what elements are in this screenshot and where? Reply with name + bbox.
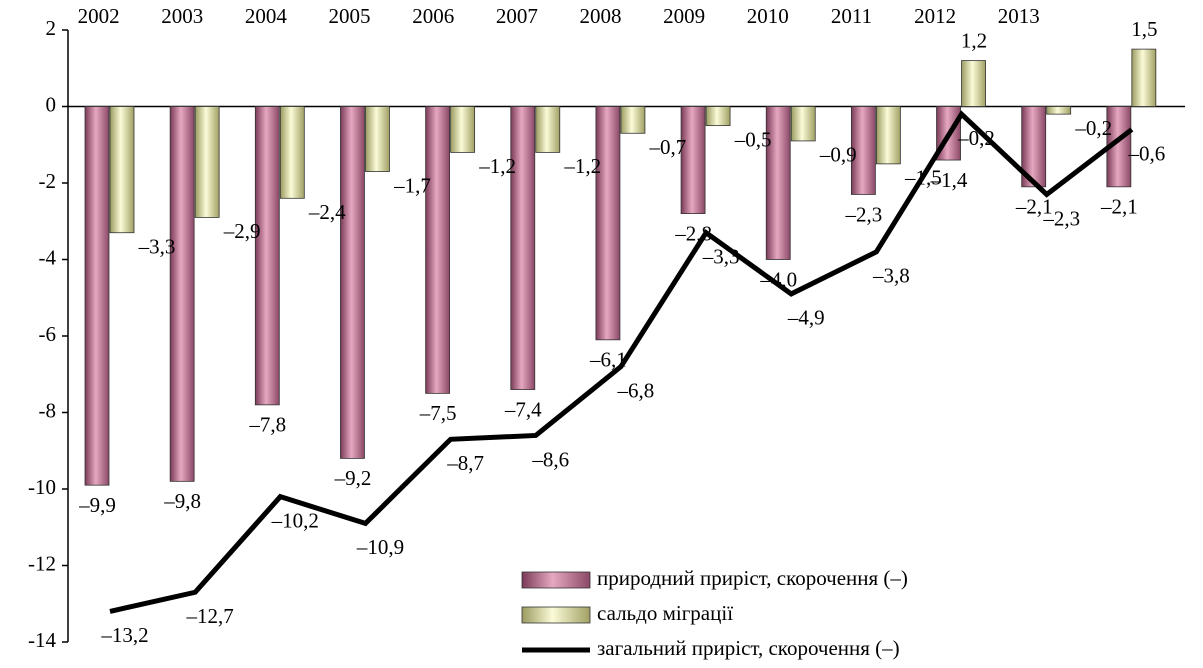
x-tick-label: 2009 (663, 4, 705, 28)
data-label: –3,3 (702, 245, 740, 269)
bar (705, 106, 731, 127)
data-label: –8,6 (531, 447, 569, 471)
bar (425, 106, 451, 394)
bar (1046, 106, 1072, 115)
bar (765, 106, 791, 260)
x-tick-label: 2004 (245, 4, 288, 28)
x-tick-label: 2011 (831, 4, 872, 28)
data-label: –6,8 (617, 378, 655, 402)
y-tick-label: -4 (39, 245, 57, 269)
bar (680, 106, 706, 214)
data-label: 1,5 (1131, 17, 1157, 41)
data-label: –0,9 (819, 143, 857, 167)
data-label: –2,1 (1015, 195, 1053, 219)
data-label: –1,4 (930, 168, 968, 192)
data-label: –3,3 (138, 235, 176, 259)
x-tick-label: 2003 (161, 4, 203, 28)
bar (84, 106, 110, 486)
data-label: –9,8 (163, 489, 201, 513)
data-label: –2,3 (845, 202, 883, 226)
bar (365, 106, 390, 172)
data-label: –2,9 (223, 219, 261, 243)
bar (620, 106, 646, 134)
data-label: –7,8 (248, 413, 286, 437)
x-tick-label: 2002 (78, 4, 120, 28)
data-label: –0,2 (1074, 116, 1112, 140)
y-tick-label: -2 (39, 169, 57, 193)
x-tick-label: 2006 (412, 4, 454, 28)
data-label: –1,7 (393, 173, 431, 197)
bar (254, 106, 280, 406)
y-tick-label: 0 (46, 92, 57, 116)
bar (595, 106, 621, 341)
data-label: –0,6 (1127, 141, 1165, 165)
data-label: –1,2 (478, 154, 516, 178)
data-label: –3,8 (872, 264, 910, 288)
bar (850, 106, 876, 195)
data-label: –0,7 (649, 135, 687, 159)
bar (510, 106, 536, 390)
y-tick-label: -8 (39, 398, 57, 422)
bar (1131, 48, 1157, 107)
y-tick-label: -10 (28, 475, 56, 499)
data-label: –4,0 (759, 267, 797, 291)
bar (961, 60, 986, 107)
x-tick-label: 2008 (580, 4, 622, 28)
data-label: –7,5 (419, 401, 457, 425)
bar (450, 106, 476, 153)
bar (875, 106, 901, 165)
legend-swatch (521, 571, 591, 589)
legend-label: природний приріст, скорочення (–) (597, 566, 908, 590)
data-label: –9,2 (334, 466, 372, 490)
x-tick-label: 2013 (998, 4, 1040, 28)
x-tick-label: 2007 (496, 4, 538, 28)
data-label: –2,4 (308, 200, 346, 224)
bar (279, 106, 305, 199)
bar (169, 106, 195, 482)
line (109, 110, 1134, 614)
y-tick-label: -14 (28, 628, 56, 652)
data-label: –2,1 (1100, 195, 1138, 219)
y-tick-label: -6 (39, 322, 57, 346)
bar (790, 106, 816, 142)
data-label: –2,3 (1042, 206, 1080, 230)
bar (194, 106, 220, 218)
data-label: –7,4 (504, 397, 542, 421)
data-label: –9,9 (78, 493, 116, 517)
legend-swatch (521, 606, 591, 624)
bar (340, 106, 365, 459)
legend-label: сальдо міграції (597, 601, 733, 625)
data-label: –10,2 (271, 508, 319, 532)
x-tick-label: 2012 (914, 4, 956, 28)
data-label: –8,7 (446, 451, 484, 475)
y-tick-label: 2 (46, 16, 57, 40)
x-tick-label: 2005 (329, 4, 371, 28)
y-tick-label: -12 (28, 551, 56, 575)
data-label: –0,2 (957, 126, 995, 150)
data-label: –13,2 (100, 623, 148, 647)
bar (109, 106, 135, 234)
data-label: –1,2 (563, 154, 601, 178)
x-tick-label: 2010 (747, 4, 789, 28)
data-label: –0,5 (734, 127, 772, 151)
data-label: 1,2 (961, 28, 987, 52)
data-label: –12,7 (186, 604, 234, 628)
data-label: –10,9 (356, 535, 404, 559)
bar (535, 106, 561, 153)
legend-label: загальний приріст, скорочення (–) (597, 636, 900, 660)
data-label: –4,9 (787, 306, 825, 330)
